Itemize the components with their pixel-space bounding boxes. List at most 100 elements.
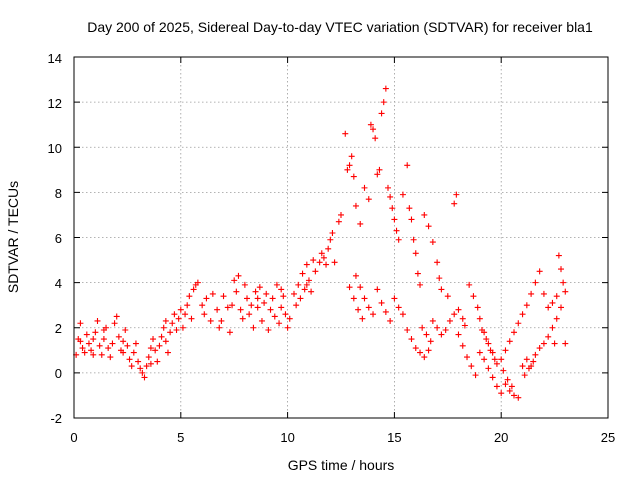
data-point xyxy=(248,302,255,309)
data-point xyxy=(100,327,107,334)
data-point xyxy=(374,171,381,178)
data-point xyxy=(175,315,182,322)
data-point xyxy=(378,110,385,117)
x-tick-label: 20 xyxy=(494,430,508,445)
y-tick-label: 10 xyxy=(48,141,62,156)
data-point xyxy=(291,290,298,297)
y-tick-label: 6 xyxy=(55,231,62,246)
data-point xyxy=(79,345,86,352)
data-point xyxy=(158,333,165,340)
data-point xyxy=(282,311,289,318)
data-point xyxy=(254,304,261,311)
data-point xyxy=(218,317,225,324)
data-point xyxy=(466,281,473,288)
data-point xyxy=(408,336,415,343)
data-point xyxy=(335,218,342,225)
y-tick-label: 8 xyxy=(55,186,62,201)
data-point xyxy=(476,349,483,356)
data-point xyxy=(209,290,216,297)
data-point xyxy=(156,342,163,349)
data-point xyxy=(154,358,161,365)
data-point xyxy=(519,363,526,370)
data-point xyxy=(451,200,458,207)
data-point xyxy=(558,304,565,311)
data-point xyxy=(147,345,154,352)
data-point xyxy=(111,320,118,327)
data-point xyxy=(278,286,285,293)
data-point xyxy=(387,193,394,200)
data-point xyxy=(77,320,84,327)
data-point xyxy=(305,277,312,284)
data-point xyxy=(395,236,402,243)
data-point xyxy=(365,196,372,203)
data-point xyxy=(186,293,193,300)
data-point xyxy=(115,333,122,340)
data-point xyxy=(423,331,430,338)
data-point xyxy=(246,311,253,318)
data-point xyxy=(320,254,327,261)
data-point xyxy=(350,295,357,302)
data-point xyxy=(370,126,377,133)
data-point xyxy=(265,327,272,334)
data-point xyxy=(77,338,84,345)
data-point xyxy=(128,363,135,370)
data-point xyxy=(370,311,377,318)
data-point xyxy=(130,349,137,356)
data-point xyxy=(493,383,500,390)
data-point xyxy=(122,327,129,334)
data-point xyxy=(434,324,441,331)
data-point xyxy=(404,327,411,334)
data-point xyxy=(252,288,259,295)
data-point xyxy=(515,394,522,401)
data-point xyxy=(145,354,152,361)
data-point xyxy=(344,166,351,173)
data-point xyxy=(434,259,441,266)
data-point xyxy=(408,216,415,223)
data-point xyxy=(410,236,417,243)
data-point xyxy=(357,284,364,291)
y-tick-label: 14 xyxy=(48,51,62,66)
data-point xyxy=(237,306,244,313)
data-point xyxy=(299,270,306,277)
data-point xyxy=(83,331,90,338)
data-point xyxy=(459,315,466,322)
data-point xyxy=(521,372,528,379)
data-point xyxy=(162,338,169,345)
data-point xyxy=(92,329,99,336)
data-point xyxy=(126,356,133,363)
data-point xyxy=(160,324,167,331)
data-point xyxy=(384,184,391,191)
data-point xyxy=(169,320,176,327)
data-point xyxy=(310,257,317,264)
data-point xyxy=(498,390,505,397)
data-point xyxy=(468,363,475,370)
data-point xyxy=(461,322,468,329)
data-point xyxy=(152,347,159,354)
data-point xyxy=(239,315,246,322)
data-point xyxy=(414,270,421,277)
x-tick-label: 5 xyxy=(177,430,184,445)
data-point xyxy=(190,286,197,293)
data-point xyxy=(350,173,357,180)
data-point xyxy=(201,311,208,318)
data-point xyxy=(560,279,567,286)
data-point xyxy=(85,340,92,347)
x-tick-label: 25 xyxy=(601,430,615,445)
data-point xyxy=(485,340,492,347)
data-point xyxy=(171,311,178,318)
data-point xyxy=(278,304,285,311)
data-point xyxy=(297,295,304,302)
data-point xyxy=(229,302,236,309)
data-point xyxy=(399,311,406,318)
data-point xyxy=(519,311,526,318)
data-point xyxy=(380,99,387,106)
data-point xyxy=(515,320,522,327)
data-point xyxy=(545,304,552,311)
data-point xyxy=(256,284,263,291)
data-point xyxy=(470,293,477,300)
data-point xyxy=(348,153,355,160)
data-point xyxy=(511,329,518,336)
data-point xyxy=(438,331,445,338)
data-point xyxy=(536,345,543,352)
data-point xyxy=(120,349,127,356)
